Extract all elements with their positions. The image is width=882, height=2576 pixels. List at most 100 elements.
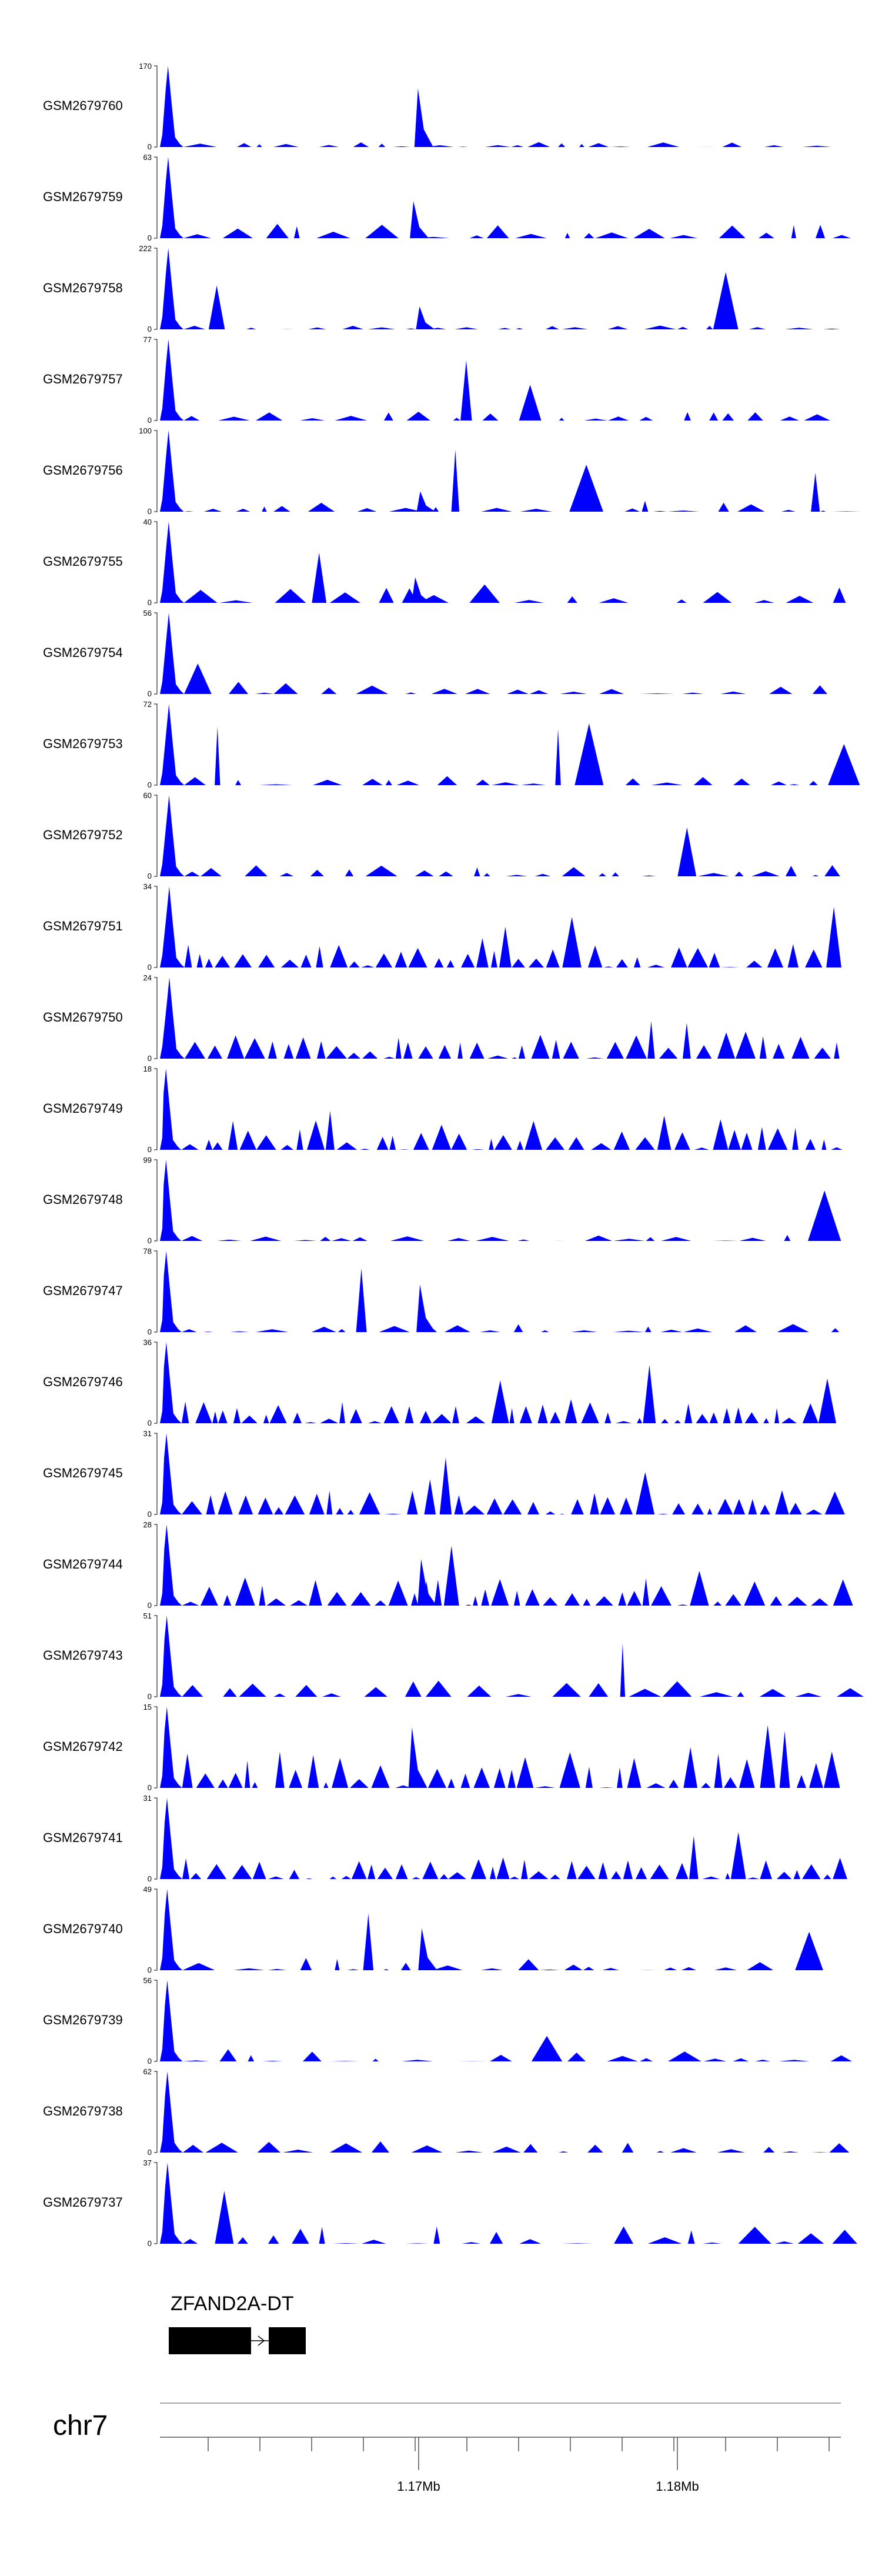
y-axis	[154, 2071, 158, 2153]
track-GSM2679746: GSM2679746 36 0	[43, 1338, 841, 1427]
axis-minor-ticks	[208, 2437, 830, 2470]
track-label: GSM2679755	[43, 554, 123, 569]
y-axis	[154, 65, 158, 148]
track-label: GSM2679756	[43, 463, 123, 478]
coverage-area	[160, 704, 860, 785]
track-GSM2679737: GSM2679737 37 0	[43, 2158, 857, 2248]
track-label: GSM2679752	[43, 827, 123, 842]
track-label: GSM2679751	[43, 919, 123, 933]
y-axis	[154, 795, 158, 877]
y-min-label: 0	[148, 325, 152, 333]
y-max-label: 170	[139, 62, 152, 71]
track-label: GSM2679737	[43, 2195, 123, 2210]
track-GSM2679754: GSM2679754 56 0	[43, 609, 841, 698]
y-max-label: 31	[143, 1429, 152, 1438]
track-GSM2679747: GSM2679747 78 0	[43, 1247, 841, 1336]
y-axis	[154, 2162, 158, 2244]
track-label: GSM2679744	[43, 1557, 123, 1571]
y-min-label: 0	[148, 780, 152, 789]
coverage-area	[160, 795, 841, 876]
coverage-area	[160, 339, 841, 421]
gene-strand-arrow	[258, 2335, 265, 2346]
y-min-label: 0	[148, 233, 152, 242]
y-max-label: 62	[143, 2067, 152, 2076]
y-axis	[154, 156, 158, 239]
y-max-label: 15	[143, 1703, 152, 1711]
coverage-peak	[418, 1928, 437, 1970]
y-axis	[154, 1706, 158, 1788]
y-axis	[154, 612, 158, 695]
track-GSM2679744: GSM2679744 28 0	[43, 1520, 853, 1610]
y-min-label: 0	[148, 2148, 152, 2157]
y-axis	[154, 1524, 158, 1606]
coverage-area	[160, 1980, 852, 2061]
y-max-label: 60	[143, 791, 152, 800]
track-GSM2679758: GSM2679758 222 0	[43, 244, 841, 333]
coverage-area	[160, 1069, 843, 1150]
track-label: GSM2679738	[43, 2104, 123, 2118]
coverage-area	[160, 2163, 857, 2244]
y-axis	[154, 1980, 158, 2062]
y-max-label: 36	[143, 1338, 152, 1347]
track-label: GSM2679743	[43, 1648, 123, 1663]
coverage-area	[160, 977, 841, 1059]
track-label: GSM2679758	[43, 281, 123, 295]
track-GSM2679756: GSM2679756 100 0	[43, 426, 861, 516]
track-GSM2679755: GSM2679755 40 0	[43, 518, 846, 607]
coverage-area	[160, 431, 861, 512]
y-max-label: 28	[143, 1520, 152, 1529]
y-max-label: 24	[143, 973, 152, 982]
y-min-label: 0	[148, 507, 152, 516]
y-max-label: 72	[143, 700, 152, 709]
y-min-label: 0	[148, 142, 152, 151]
y-min-label: 0	[148, 416, 152, 425]
coverage-area	[160, 1524, 853, 1606]
y-max-label: 31	[143, 1794, 152, 1803]
coverage-area	[160, 1616, 864, 1697]
track-label: GSM2679741	[43, 1830, 123, 1845]
coverage-area	[160, 1251, 841, 1332]
y-axis	[154, 1342, 158, 1424]
coverage-peak	[416, 1284, 436, 1332]
coverage-area	[160, 1707, 841, 1788]
y-max-label: 63	[143, 153, 152, 162]
y-max-label: 18	[143, 1065, 152, 1073]
y-axis	[154, 1797, 158, 1880]
coverage-area	[160, 1342, 841, 1423]
y-min-label: 0	[148, 1145, 152, 1154]
coverage-area	[160, 1889, 841, 1970]
x-tick-label: 1.18Mb	[656, 2479, 699, 2494]
coverage-area	[160, 1798, 847, 1879]
coverage-area	[160, 66, 841, 147]
coverage-area	[160, 248, 841, 329]
chromosome-label: chr7	[53, 2410, 108, 2441]
track-label: GSM2679748	[43, 1192, 123, 1207]
coverage-peak	[414, 88, 433, 147]
y-axis	[154, 703, 158, 786]
y-min-label: 0	[148, 1510, 152, 1519]
y-min-label: 0	[148, 1236, 152, 1245]
track-GSM2679748: GSM2679748 99 0	[43, 1156, 841, 1245]
y-min-label: 0	[148, 1419, 152, 1427]
y-axis	[154, 1888, 158, 1971]
track-GSM2679742: GSM2679742 15 0	[43, 1703, 841, 1792]
track-GSM2679751: GSM2679751 34 0	[43, 882, 841, 972]
track-label: GSM2679746	[43, 1374, 123, 1389]
track-label: GSM2679747	[43, 1283, 123, 1298]
y-max-label: 56	[143, 609, 152, 618]
y-min-label: 0	[148, 1327, 152, 1336]
coverage-area	[160, 2071, 850, 2153]
track-GSM2679738: GSM2679738 62 0	[43, 2067, 850, 2157]
coverage-peak	[410, 201, 429, 238]
y-max-label: 78	[143, 1247, 152, 1256]
y-min-label: 0	[148, 1692, 152, 1701]
coverage-peak	[408, 1727, 427, 1788]
gene-annotation: ZFAND2A-DT	[169, 2293, 306, 2354]
y-axis	[154, 1433, 158, 1515]
y-axis	[154, 248, 158, 330]
y-min-label: 0	[148, 598, 152, 607]
track-label: GSM2679759	[43, 189, 123, 204]
track-label: GSM2679740	[43, 1921, 123, 1936]
coverage-area	[160, 157, 851, 238]
